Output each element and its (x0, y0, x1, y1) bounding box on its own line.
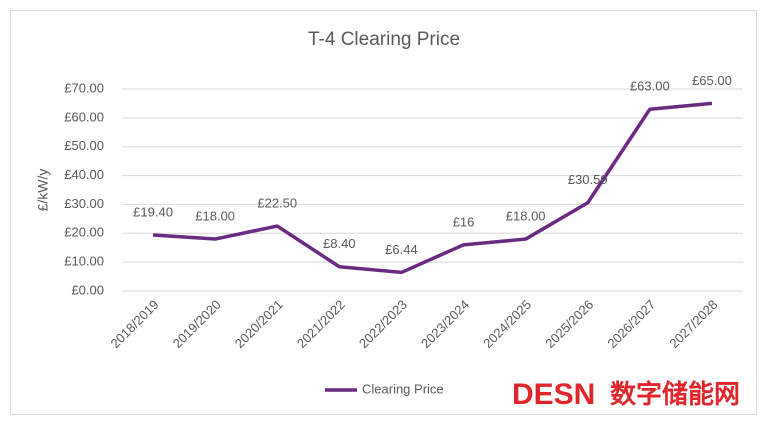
y-tick-label: £40.00 (64, 167, 104, 182)
data-label: £19.40 (133, 204, 173, 219)
data-label: £16 (453, 214, 475, 229)
data-label: £30.59 (568, 172, 608, 187)
chart-border (10, 10, 757, 415)
data-label: £63.00 (630, 79, 670, 94)
y-tick-label: £0.00 (71, 282, 104, 297)
data-label: £6.44 (385, 242, 418, 257)
y-tick-label: £60.00 (64, 109, 104, 124)
y-tick-label: £50.00 (64, 138, 104, 153)
data-line (152, 101, 713, 275)
data-label: £8.40 (323, 236, 356, 251)
y-axis-label: £/kW/y (35, 169, 51, 212)
y-tick-label: £10.00 (64, 254, 104, 269)
y-tick-label: £30.00 (64, 196, 104, 211)
data-label: £18.00 (506, 208, 546, 223)
chart-title: T-4 Clearing Price (308, 29, 460, 50)
data-label: £22.50 (257, 196, 297, 211)
legend-label: Clearing Price (362, 381, 444, 396)
watermark-text: 数字储能网 (610, 379, 740, 409)
data-label: £65.00 (692, 73, 732, 88)
y-tick-label: £70.00 (64, 80, 104, 95)
watermark-brand: DESN (512, 378, 595, 411)
data-label: £18.00 (195, 208, 235, 223)
y-tick-label: £20.00 (64, 225, 104, 240)
